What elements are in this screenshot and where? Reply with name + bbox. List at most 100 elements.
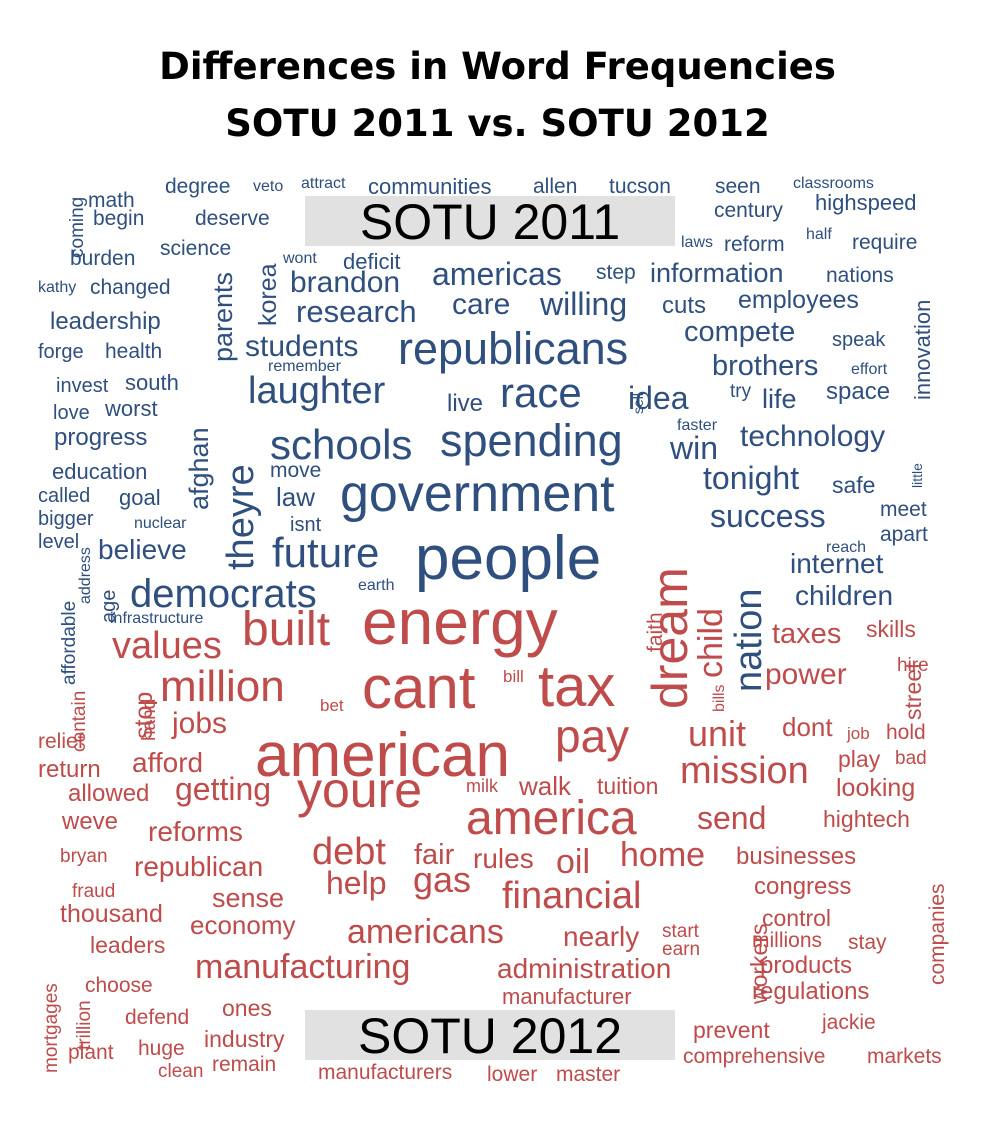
word-math: math (88, 189, 135, 212)
word-mission: mission (680, 750, 809, 792)
word-spending: spending (440, 415, 623, 466)
word-thousand: thousand (60, 900, 163, 928)
word-skills: skills (866, 616, 916, 642)
word-unit: unit (688, 713, 747, 754)
word-classrooms: classrooms (793, 175, 874, 192)
word-nation: nation (728, 588, 770, 692)
word-tuition: tuition (597, 773, 659, 799)
word-laughter: laughter (248, 370, 386, 412)
word-little: little (909, 463, 925, 488)
word-invest: invest (56, 375, 109, 397)
word-afford: afford (132, 747, 204, 778)
word-isnt: isnt (290, 514, 322, 536)
word-administration: administration (497, 953, 672, 984)
word-win: win (670, 430, 719, 466)
word-half: half (806, 226, 832, 243)
chart-title-line-1: Differences in Word Frequencies (159, 45, 836, 88)
word-brandon: brandon (290, 266, 401, 299)
word-burden: burden (70, 247, 136, 270)
word-nuclear: nuclear (134, 515, 187, 532)
word-bills: bills (711, 684, 728, 712)
word-bigger: bigger (38, 508, 94, 530)
word-require: require (852, 231, 918, 254)
word-affordable: affordable (59, 600, 80, 685)
word-power: power (765, 658, 847, 691)
word-values: values (112, 625, 222, 667)
word-highspeed: highspeed (815, 190, 917, 215)
word-ones: ones (222, 995, 272, 1021)
word-remain: remain (212, 1053, 277, 1076)
word-race: race (500, 369, 582, 416)
word-meet: meet (880, 498, 927, 521)
word-tax: tax (538, 654, 616, 719)
word-youre: youre (297, 762, 423, 818)
word-science: science (160, 237, 232, 260)
word-plant: plant (68, 1041, 114, 1064)
word-bryan: bryan (60, 846, 108, 867)
word-goal: goal (119, 485, 161, 510)
word-oil: oil (556, 843, 591, 881)
word-control: control (762, 905, 832, 931)
word-built: built (242, 603, 331, 656)
word-tucson: tucson (609, 175, 671, 198)
word-stay: stay (848, 931, 887, 954)
word-manufacturers: manufacturers (318, 1061, 453, 1084)
word-safe: safe (832, 472, 876, 498)
word-apart: apart (880, 523, 928, 546)
word-huge: huge (138, 1037, 185, 1060)
word-korea: korea (254, 263, 282, 326)
word-street: street (900, 662, 926, 720)
word-people: people (415, 524, 602, 593)
word-allen: allen (533, 175, 578, 198)
word-speak: speak (832, 329, 886, 351)
word-american: american (255, 721, 510, 790)
word-republican: republican (134, 851, 264, 882)
word-products: products (760, 952, 853, 979)
word-bill: bill (503, 667, 524, 686)
word-defend: defend (125, 1006, 190, 1029)
word-businesses: businesses (736, 843, 857, 870)
word-fraud: fraud (72, 881, 116, 902)
word-democrats: democrats (130, 572, 317, 616)
word-hightech: hightech (823, 806, 910, 832)
word-americas: americas (432, 256, 562, 292)
word-life: life (762, 384, 797, 414)
word-choose: choose (85, 974, 153, 997)
chart-title: Differences in Word Frequencies SOTU 201… (0, 38, 995, 152)
word-law: law (276, 482, 316, 512)
word-leadership: leadership (50, 308, 161, 335)
word-step: step (596, 261, 636, 284)
word-americans: americans (347, 913, 504, 951)
word-nearly: nearly (563, 921, 640, 952)
word-live: live (447, 390, 484, 417)
word-information: information (650, 258, 784, 288)
word-help: help (326, 865, 387, 901)
word-compete: compete (684, 316, 796, 348)
word-forge: forge (38, 341, 84, 363)
word-changed: changed (90, 276, 171, 299)
word-jackie: jackie (822, 1011, 876, 1034)
word-reform: reform (724, 233, 785, 256)
word-dont: dont (782, 712, 833, 742)
word-relief: relief (38, 730, 84, 753)
word-effort: effort (851, 361, 888, 378)
word-attract: attract (301, 175, 346, 192)
word-children: children (795, 580, 894, 611)
word-move: move (270, 459, 322, 482)
word-sense: sense (212, 883, 285, 913)
chart-title-line-2: SOTU 2011 vs. SOTU 2012 (225, 102, 770, 145)
word-reforms: reforms (148, 816, 243, 847)
word-love: love (53, 402, 90, 424)
word-believe: believe (98, 534, 187, 565)
word-fair: fair (414, 839, 455, 871)
word-earn: earn (662, 939, 701, 960)
word-government: government (340, 465, 615, 523)
word-students: students (245, 330, 359, 363)
word-milk: milk (466, 776, 498, 796)
word-start: start (662, 921, 699, 942)
word-infrastructure: infrastructure (110, 610, 204, 627)
group-label-sotu-2011: SOTU 2011 (305, 196, 675, 248)
word-begin: begin (93, 207, 145, 230)
word-child: child (692, 608, 730, 678)
word-pay: pay (555, 710, 630, 762)
